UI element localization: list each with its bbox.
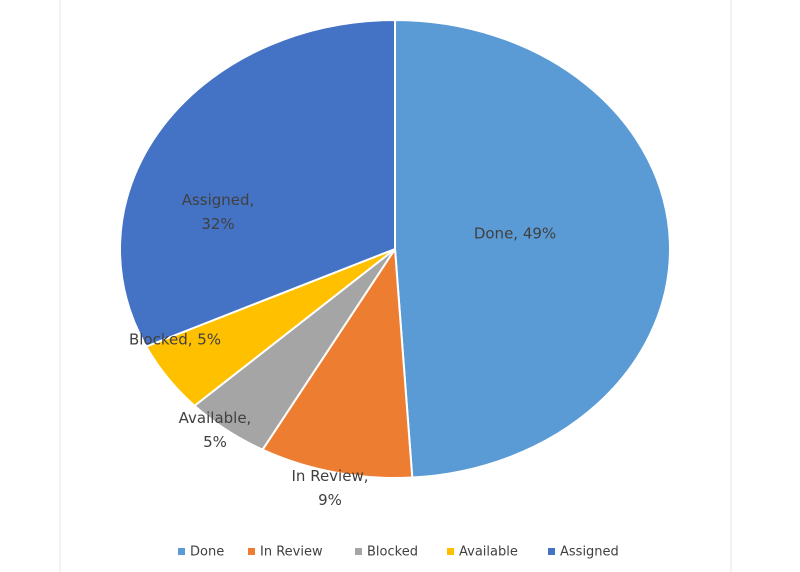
legend-label: Assigned (560, 545, 619, 560)
legend-label: Done (190, 545, 224, 560)
data-label: Assigned, 32% (182, 191, 255, 233)
data-label-line: 5% (203, 433, 227, 451)
data-label-line: Available, (179, 409, 252, 427)
legend-label: Available (459, 545, 518, 560)
legend-swatch (248, 548, 255, 555)
legend-swatch (178, 548, 185, 555)
legend-swatch (447, 548, 454, 555)
data-label: Available, 5% (179, 409, 252, 451)
legend-swatch (548, 548, 555, 555)
legend-label: Blocked (367, 545, 418, 560)
data-label: Done, 49% (474, 225, 556, 243)
legend-swatch (355, 548, 362, 555)
data-label-line: Assigned, (182, 191, 255, 209)
data-label-line: 9% (318, 491, 342, 509)
legend-label: In Review (260, 545, 323, 560)
pie-slice (119, 18, 396, 348)
data-label: Blocked, 5% (129, 331, 221, 349)
pie-slice (261, 246, 414, 479)
data-label-line: 32% (201, 215, 234, 233)
pie-slice (394, 18, 671, 479)
data-label: In Review, 9% (292, 467, 369, 509)
data-label-line: In Review, (292, 467, 369, 485)
